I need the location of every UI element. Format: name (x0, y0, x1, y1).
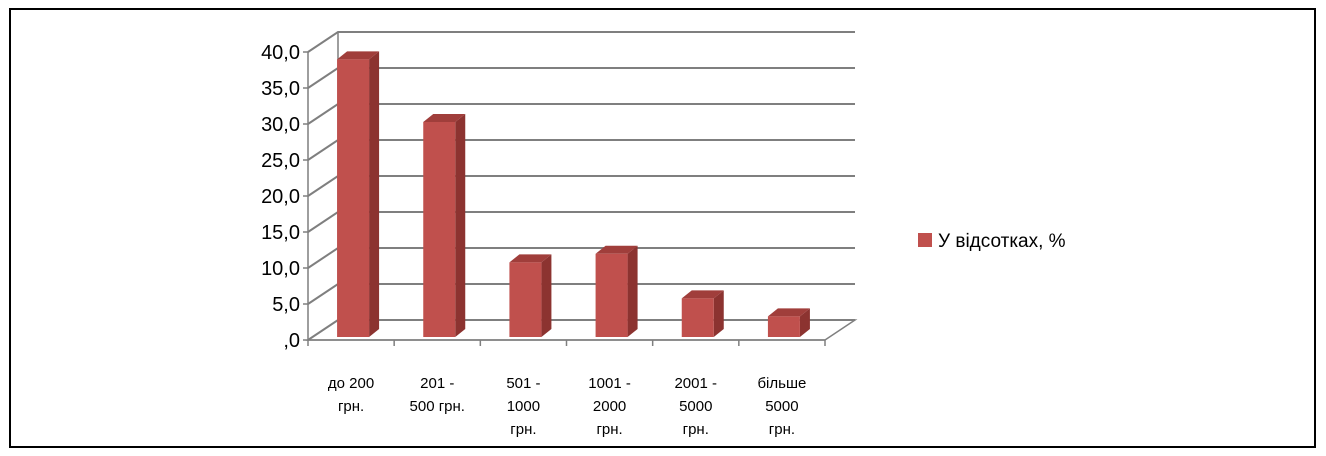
bar-side (627, 245, 638, 337)
x-tick-label: 1001 - 2000 грн. (588, 375, 631, 438)
gridline (307, 211, 855, 233)
x-tick-label-line: 2001 - (674, 375, 717, 392)
y-tick-labels: ,0 5,0 10,0 15,0 20,0 25,0 30,0 35,0 40,0 (261, 42, 300, 352)
x-tick-label-line: грн. (338, 398, 364, 415)
y-tick-label: 20,0 (261, 186, 300, 208)
bar-front (509, 262, 542, 337)
x-tick-label-line: грн. (683, 421, 709, 438)
bars (337, 51, 810, 338)
bar-side (455, 114, 466, 337)
bar-top (767, 308, 810, 317)
x-tick-label-line: 501 - (506, 375, 540, 392)
x-tick-label-line: 2000 (593, 398, 626, 415)
bar (337, 51, 380, 338)
bar-top (423, 114, 466, 122)
y-tick-label: 30,0 (261, 114, 300, 136)
gridlines (307, 31, 855, 341)
legend-swatch (918, 233, 932, 247)
bar (681, 290, 724, 337)
y-tick-label: 5,0 (272, 294, 300, 316)
y-tick-label: ,0 (283, 330, 300, 352)
legend-label: У відсотках, % (938, 231, 1066, 252)
bar (595, 245, 638, 337)
x-tick-label-line: 5000 (679, 398, 712, 415)
x-tick-label: 2001 - 5000 грн. (674, 375, 717, 438)
x-tick-label-line: грн. (596, 421, 622, 438)
bar-top (337, 51, 380, 60)
x-tick-label: 201 - 500 грн. (410, 375, 465, 415)
gridline (307, 175, 855, 197)
x-tick-label: більше 5000 грн. (757, 375, 806, 438)
gridline (307, 139, 855, 161)
x-tick-label-line: 500 грн. (410, 398, 465, 415)
axes (303, 32, 826, 346)
x-tick-label-line: до 200 (328, 375, 374, 392)
x-tick-label-line: 1000 (507, 398, 540, 415)
y-tick-label: 10,0 (261, 258, 300, 280)
bar-top (681, 290, 724, 299)
y-tick-label: 25,0 (261, 150, 300, 172)
x-tick-label-line: більше (757, 375, 806, 392)
x-tick-label-line: 1001 - (588, 375, 631, 392)
gridline (307, 247, 855, 269)
bar (509, 254, 552, 337)
bar-top (509, 254, 552, 263)
gridline (307, 31, 855, 53)
bar-front (595, 253, 628, 337)
x-tick-label: 501 - 1000 грн. (506, 375, 540, 438)
x-tick-label-line: грн. (769, 421, 795, 438)
gridline (307, 283, 855, 305)
bar (767, 308, 810, 337)
bar-side (713, 290, 724, 337)
bar (423, 114, 466, 337)
y-tick-label: 15,0 (261, 222, 300, 244)
gridline (307, 67, 855, 89)
legend: У відсотках, % (918, 231, 1066, 252)
bar-front (767, 316, 800, 337)
bar-side (799, 308, 810, 337)
bar-side (369, 51, 380, 338)
y-tick-label: 35,0 (261, 78, 300, 100)
x-tick-labels: до 200 грн.201 -500 грн.501 -1000 грн.1001… (328, 375, 806, 438)
gridline (307, 103, 855, 125)
x-tick-label-line: 5000 (765, 398, 798, 415)
bar-side (541, 254, 552, 337)
chart-frame (9, 8, 1316, 448)
bar-front (681, 298, 714, 337)
bar-front (337, 59, 370, 338)
x-tick-label-line: 201 - (420, 375, 454, 392)
bar-top (595, 245, 638, 254)
x-tick-label-line: грн. (510, 421, 536, 438)
bar-front (423, 122, 456, 337)
y-tick-label: 40,0 (261, 42, 300, 64)
x-tick-label: до 200 грн. (328, 375, 374, 415)
